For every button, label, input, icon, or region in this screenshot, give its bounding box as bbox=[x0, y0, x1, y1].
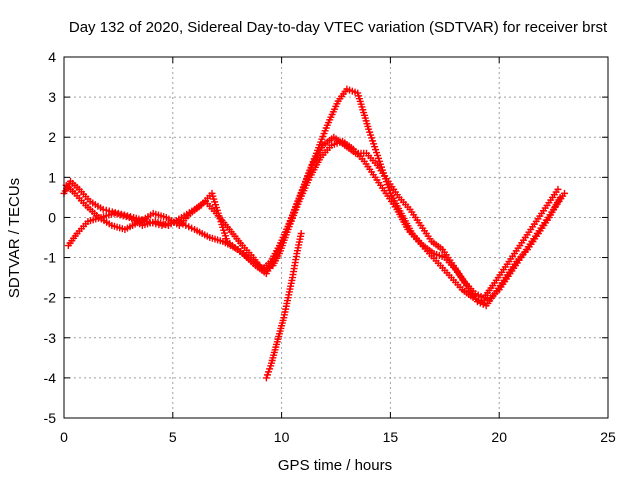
data-point bbox=[122, 213, 130, 221]
y-tick-label: -2 bbox=[44, 290, 57, 306]
y-tick-label: -3 bbox=[44, 330, 57, 346]
plot-frame bbox=[63, 56, 609, 419]
y-tick-label: -4 bbox=[44, 370, 57, 386]
series-trace-c bbox=[64, 133, 562, 302]
axes: -5 -4 -3 -2 -1 0 1 2 3 4 0 5 10 15 20 25 bbox=[44, 49, 616, 445]
data-point bbox=[110, 209, 118, 217]
data-point bbox=[113, 210, 121, 218]
data-point bbox=[119, 212, 127, 220]
data-point bbox=[297, 229, 305, 237]
y-tick-label: 0 bbox=[48, 209, 56, 225]
series-trace-d bbox=[262, 229, 305, 382]
chart-title: Day 132 of 2020, Sidereal Day-to-day VTE… bbox=[69, 19, 608, 36]
y-tick-label: 1 bbox=[48, 169, 56, 185]
y-axis-label: SDTVAR / TECUs bbox=[6, 178, 23, 298]
series-trace-b bbox=[62, 85, 564, 310]
x-axis-label: GPS time / hours bbox=[278, 457, 392, 474]
x-tick-label: 0 bbox=[60, 429, 68, 445]
data-point bbox=[556, 193, 564, 201]
data-point bbox=[554, 185, 562, 193]
data-point bbox=[99, 205, 107, 213]
x-tick-label: 15 bbox=[383, 429, 399, 445]
y-tick-label: -5 bbox=[44, 410, 57, 426]
data-point bbox=[560, 189, 568, 197]
x-tick-label: 10 bbox=[274, 429, 290, 445]
data-point bbox=[116, 211, 124, 219]
y-tick-label: 4 bbox=[48, 49, 56, 65]
data-marks bbox=[60, 85, 568, 382]
x-tick-label: 20 bbox=[491, 429, 507, 445]
x-tick-label: 5 bbox=[169, 429, 177, 445]
x-tick-label: 25 bbox=[600, 429, 616, 445]
y-tick-label: 3 bbox=[48, 89, 56, 105]
y-tick-label: 2 bbox=[48, 129, 56, 145]
y-tick-label: -1 bbox=[44, 250, 57, 266]
